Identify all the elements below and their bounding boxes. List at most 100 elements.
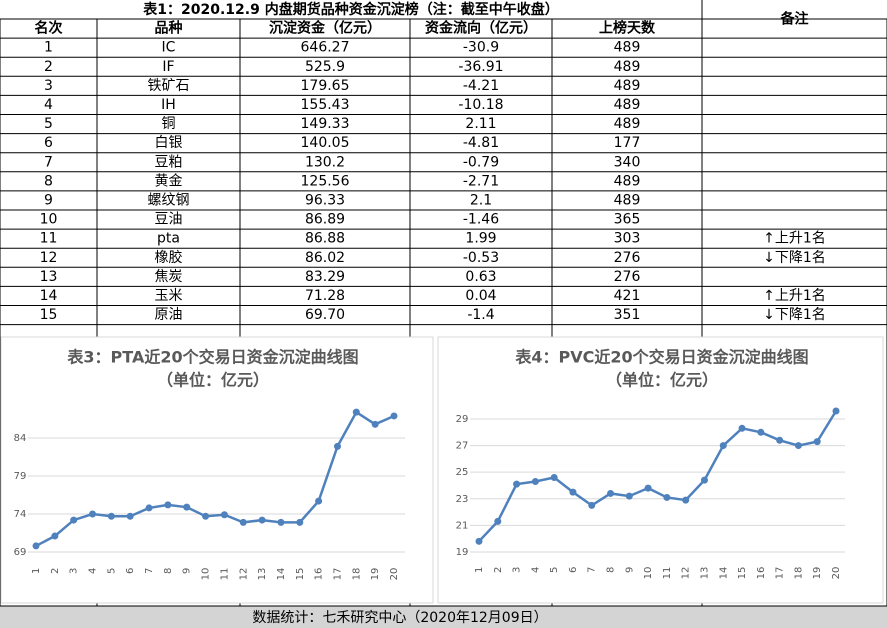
data-point	[475, 537, 483, 545]
chart-subtitle: （单位：亿元）	[157, 371, 269, 390]
data-point	[663, 493, 671, 501]
table-cell: 2.11	[465, 116, 496, 132]
table-cell: -0.79	[463, 154, 499, 170]
table-cell: 340	[614, 154, 641, 170]
x-tick-label: 9	[624, 567, 635, 573]
data-point	[352, 408, 360, 416]
table-cell: 303	[614, 231, 641, 247]
x-tick-label: 6	[125, 568, 136, 574]
data-point	[277, 518, 285, 526]
table-cell: 83.29	[305, 269, 345, 285]
data-point	[70, 516, 78, 524]
table-cell: 5	[44, 116, 53, 132]
data-point	[700, 476, 708, 484]
table-cell: IC	[162, 40, 176, 56]
data-point	[390, 412, 398, 420]
data-point	[719, 442, 727, 450]
table-cell: 豆粕	[155, 154, 183, 170]
y-tick-label: 19	[456, 547, 469, 558]
x-tick-label: 13	[257, 568, 268, 581]
y-tick-label: 69	[14, 547, 27, 558]
table-cell: 1.99	[465, 231, 496, 247]
table-cell: ↑上升1名	[763, 231, 826, 247]
x-tick-label: 6	[568, 567, 579, 573]
x-tick-label: 14	[276, 568, 287, 581]
y-tick-label: 21	[456, 520, 469, 531]
table-cell: 86.89	[305, 212, 345, 228]
x-tick-label: 5	[106, 568, 117, 574]
x-tick-label: 11	[219, 568, 230, 581]
table-cell: 玉米	[155, 288, 183, 304]
table-cell: 11	[40, 231, 58, 247]
table-cell: 177	[614, 135, 641, 151]
table-cell: pta	[157, 231, 180, 247]
x-tick-label: 9	[182, 568, 193, 574]
table-cell: 2	[44, 59, 53, 75]
table-cell: -30.9	[463, 40, 499, 56]
table-cell: 1	[44, 40, 53, 56]
data-point	[588, 501, 596, 509]
table: 表1：2020.12.9 内盘期货品种资金沉淀榜（注：截至中午收盘） 名次 品种 沉淀…	[0, 0, 887, 607]
table-cell: 螺纹钢	[148, 192, 190, 208]
table-cell: 焦炭	[155, 269, 183, 285]
data-point	[220, 511, 228, 519]
y-tick-label: 84	[14, 433, 27, 444]
table-cell: 8	[44, 173, 53, 189]
table-cell: -0.53	[463, 250, 499, 266]
table-cell: 130.2	[305, 154, 345, 170]
data-point	[569, 488, 577, 496]
table-cell: 149.33	[301, 116, 350, 132]
data-point	[126, 512, 134, 520]
y-tick-label: 23	[456, 494, 469, 505]
footer-background	[0, 606, 887, 628]
table-cell: -1.4	[467, 307, 494, 323]
x-tick-label: 17	[775, 567, 786, 580]
data-point	[531, 477, 539, 485]
table-cell: IF	[162, 59, 174, 75]
chart-title: 表3：PTA近20个交易日资金沉淀曲线图	[66, 348, 358, 367]
table-cell: 489	[614, 116, 641, 132]
x-tick-label: 8	[606, 567, 617, 573]
data-point	[239, 518, 247, 526]
data-point	[832, 407, 840, 415]
table-cell: 黄金	[155, 172, 183, 189]
table-cell: 铜	[162, 116, 176, 132]
data-point	[107, 512, 115, 520]
header-cell: 名次	[35, 20, 63, 37]
table-cell: 15	[40, 307, 58, 323]
x-tick-label: 7	[144, 568, 155, 574]
table-cell: 14	[40, 288, 58, 304]
table-cell: 13	[40, 269, 58, 285]
data-point	[164, 501, 172, 509]
table-cell: 7	[44, 154, 53, 170]
x-tick-label: 10	[643, 567, 654, 580]
table-cell: -10.18	[458, 97, 503, 113]
table-cell: ↑上升1名	[763, 288, 826, 304]
data-point	[607, 489, 615, 497]
table-cell: -1.46	[463, 212, 499, 228]
table-cell: 179.65	[301, 78, 350, 94]
table-cell: 125.56	[301, 173, 350, 189]
table-cell: 3	[44, 78, 53, 94]
header-cell: 资金流向（亿元）	[425, 20, 537, 37]
table-cell: 276	[614, 269, 641, 285]
x-tick-label: 12	[238, 568, 249, 581]
data-point	[757, 428, 765, 436]
table-cell: -36.91	[458, 59, 503, 75]
data-point	[513, 480, 521, 488]
x-tick-label: 7	[587, 567, 598, 573]
x-tick-label: 1	[474, 567, 485, 573]
table-cell: IH	[161, 97, 176, 113]
data-point	[644, 484, 652, 492]
table-cell: 豆油	[155, 212, 183, 228]
x-tick-label: 19	[812, 567, 823, 580]
x-tick-label: 20	[389, 568, 400, 581]
x-tick-label: 13	[699, 567, 710, 580]
data-point	[794, 442, 802, 450]
data-point	[625, 492, 633, 500]
table-cell: 4	[44, 97, 53, 113]
data-point	[494, 517, 502, 525]
table-cell: 69.70	[305, 307, 345, 323]
x-tick-label: 3	[512, 567, 523, 573]
